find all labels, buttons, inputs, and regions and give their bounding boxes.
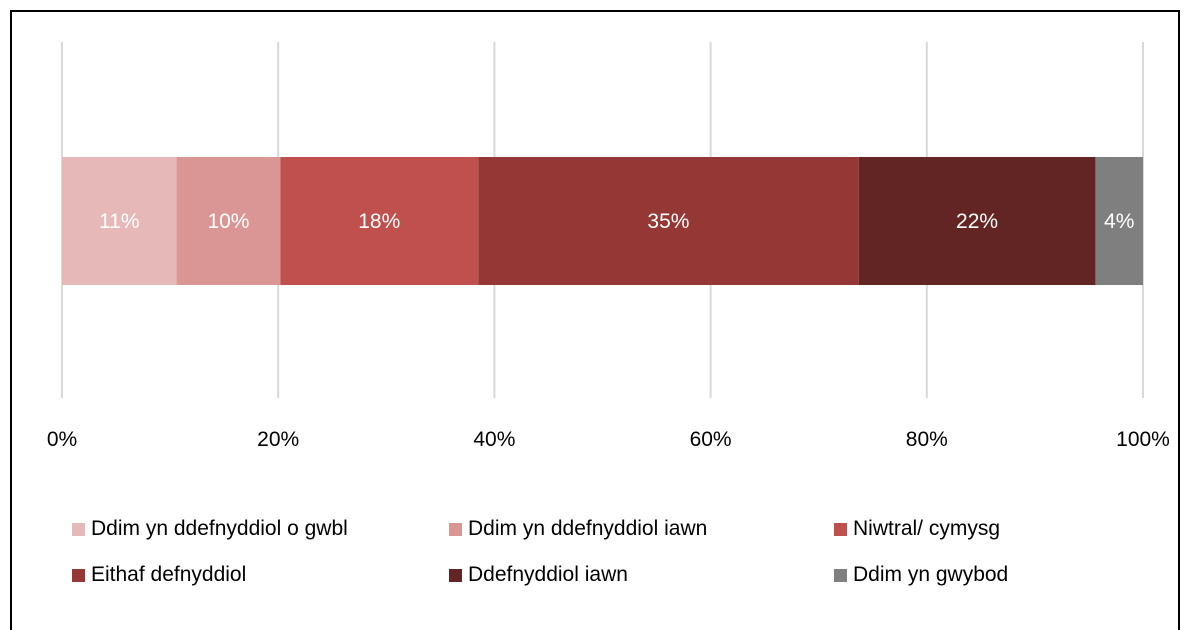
bar-segment bbox=[280, 157, 479, 285]
legend-item-ddefnyddiol-iawn: Ddefnyddiol iawn bbox=[449, 563, 628, 587]
legend-label: Eithaf defnyddiol bbox=[91, 563, 247, 586]
legend-swatch bbox=[72, 522, 85, 536]
bar-segment bbox=[858, 157, 1096, 285]
legend-label: Ddim yn ddefnyddiol o gwbl bbox=[91, 517, 348, 540]
legend-swatch bbox=[834, 568, 847, 582]
legend-label: Ddefnyddiol iawn bbox=[468, 563, 628, 586]
data-label: 35% bbox=[647, 210, 689, 233]
legend-swatch bbox=[72, 568, 85, 582]
legend-item-ddim-iawn: Ddim yn ddefnyddiol iawn bbox=[449, 517, 707, 541]
x-tick-label: 20% bbox=[257, 428, 299, 451]
x-tick-label: 0% bbox=[47, 428, 77, 451]
bar-segments: 11% 10% 18% 35% 22% 4% bbox=[62, 157, 1143, 285]
legend-item-niwtral: Niwtral/ cymysg bbox=[834, 517, 1000, 541]
legend-swatch bbox=[449, 522, 462, 536]
legend-label: Ddim yn gwybod bbox=[853, 563, 1009, 586]
data-label: 18% bbox=[358, 210, 400, 233]
x-axis-ticks: 0% 20% 40% 60% 80% 100% bbox=[47, 428, 1170, 451]
data-label: 11% bbox=[99, 210, 139, 233]
legend-swatch bbox=[834, 522, 847, 536]
chart-frame bbox=[10, 10, 1180, 630]
x-tick-label: 80% bbox=[906, 428, 948, 451]
bar-segment bbox=[176, 157, 281, 285]
legend-item-eithaf: Eithaf defnyddiol bbox=[72, 563, 246, 587]
legend-swatch bbox=[449, 568, 462, 582]
legend-item-ddim-o-gwbl: Ddim yn ddefnyddiol o gwbl bbox=[72, 517, 348, 541]
x-tick-label: 100% bbox=[1116, 428, 1170, 451]
x-tick-label: 40% bbox=[473, 428, 515, 451]
data-label: 4% bbox=[1104, 210, 1134, 233]
bar-segment bbox=[1095, 157, 1143, 285]
data-label: 10% bbox=[207, 210, 249, 233]
bar-segment bbox=[478, 157, 859, 285]
bar-segment bbox=[62, 157, 177, 285]
x-tick-label: 60% bbox=[690, 428, 732, 451]
legend-label: Ddim yn ddefnyddiol iawn bbox=[468, 517, 708, 540]
legend-label: Niwtral/ cymysg bbox=[853, 517, 1001, 540]
legend-item-ddim-gwybod: Ddim yn gwybod bbox=[834, 563, 1008, 587]
data-label: 22% bbox=[956, 210, 998, 233]
